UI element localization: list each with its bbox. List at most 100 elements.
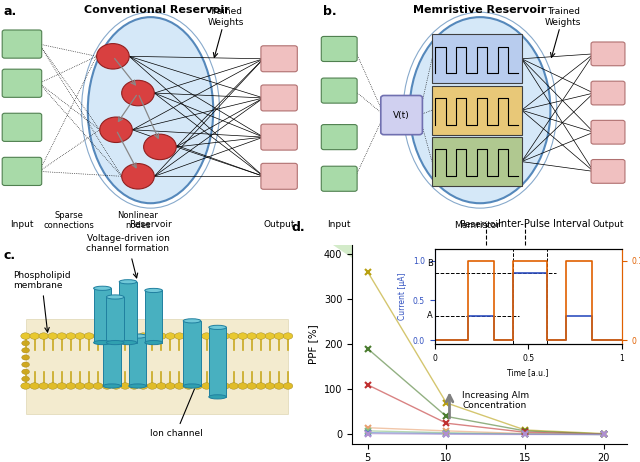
Bar (432, 85, 522, 135)
FancyBboxPatch shape (381, 96, 422, 135)
Text: d.: d. (291, 221, 305, 234)
FancyBboxPatch shape (591, 120, 625, 144)
Ellipse shape (410, 17, 550, 203)
Circle shape (30, 333, 40, 339)
Circle shape (202, 333, 211, 339)
Circle shape (175, 383, 184, 389)
Ellipse shape (103, 334, 121, 338)
Circle shape (22, 376, 29, 382)
Bar (119, 282, 137, 343)
Circle shape (75, 383, 84, 389)
FancyBboxPatch shape (321, 166, 357, 191)
Text: Nonlinear
nodes: Nonlinear nodes (118, 211, 159, 230)
Text: Increasing Alm
Concentration: Increasing Alm Concentration (462, 391, 529, 410)
Circle shape (265, 383, 275, 389)
Circle shape (22, 340, 29, 346)
Text: Voltage-driven ion
channel formation: Voltage-driven ion channel formation (86, 234, 170, 278)
Bar (432, 137, 522, 186)
Ellipse shape (119, 280, 137, 284)
FancyBboxPatch shape (261, 124, 298, 150)
Circle shape (157, 333, 166, 339)
Circle shape (111, 383, 121, 389)
Circle shape (256, 333, 266, 339)
Circle shape (220, 333, 230, 339)
Circle shape (22, 348, 29, 353)
Ellipse shape (119, 340, 137, 345)
Text: Phospholipid
membrane: Phospholipid membrane (13, 271, 70, 332)
Ellipse shape (106, 340, 124, 345)
Circle shape (138, 383, 148, 389)
Circle shape (57, 383, 67, 389)
Circle shape (111, 333, 121, 339)
FancyBboxPatch shape (321, 125, 357, 150)
Circle shape (211, 383, 220, 389)
Circle shape (100, 117, 132, 142)
Ellipse shape (145, 288, 163, 292)
Text: Input: Input (10, 220, 34, 229)
Circle shape (122, 164, 154, 189)
FancyBboxPatch shape (591, 159, 625, 183)
Text: a.: a. (3, 5, 17, 18)
Ellipse shape (145, 340, 163, 345)
Circle shape (22, 334, 29, 339)
Circle shape (229, 383, 239, 389)
Circle shape (102, 333, 112, 339)
Circle shape (93, 383, 103, 389)
Circle shape (220, 383, 230, 389)
Bar (129, 336, 147, 386)
Text: Reservoir: Reservoir (129, 220, 172, 229)
Ellipse shape (129, 384, 147, 388)
Circle shape (193, 333, 202, 339)
FancyBboxPatch shape (2, 30, 42, 58)
Circle shape (48, 383, 58, 389)
Text: c.: c. (3, 249, 15, 262)
Ellipse shape (209, 395, 227, 399)
Ellipse shape (93, 286, 111, 291)
Bar (432, 34, 522, 83)
Text: Inter-Pulse Interval: Inter-Pulse Interval (499, 219, 591, 229)
Circle shape (20, 333, 31, 339)
Circle shape (211, 333, 220, 339)
Ellipse shape (88, 17, 213, 203)
Circle shape (57, 333, 67, 339)
Bar (209, 328, 227, 397)
Circle shape (175, 333, 184, 339)
Ellipse shape (183, 384, 201, 388)
FancyBboxPatch shape (2, 158, 42, 185)
Circle shape (22, 355, 29, 360)
Ellipse shape (93, 340, 111, 345)
FancyBboxPatch shape (2, 113, 42, 141)
Circle shape (193, 383, 202, 389)
Circle shape (274, 333, 284, 339)
Bar (183, 321, 201, 386)
Circle shape (122, 80, 154, 106)
Circle shape (184, 333, 193, 339)
Circle shape (30, 383, 40, 389)
Circle shape (22, 369, 29, 374)
Bar (26, 319, 288, 414)
Bar (145, 291, 163, 343)
Y-axis label: PPF [%]: PPF [%] (308, 324, 318, 364)
FancyBboxPatch shape (591, 42, 625, 66)
Circle shape (265, 333, 275, 339)
FancyBboxPatch shape (261, 85, 298, 111)
Circle shape (256, 383, 266, 389)
Text: Input: Input (328, 220, 351, 229)
Circle shape (39, 333, 49, 339)
Circle shape (48, 333, 58, 339)
Ellipse shape (129, 334, 147, 338)
Circle shape (75, 333, 84, 339)
Circle shape (129, 333, 139, 339)
Text: Trained
Weights: Trained Weights (545, 7, 581, 27)
FancyBboxPatch shape (2, 69, 42, 97)
Circle shape (247, 383, 257, 389)
Text: Sparse
connections: Sparse connections (44, 211, 95, 230)
Text: ⋮: ⋮ (16, 114, 28, 127)
Bar (93, 288, 111, 343)
Circle shape (229, 333, 239, 339)
Circle shape (120, 333, 130, 339)
Circle shape (157, 383, 166, 389)
Text: Reservoir: Reservoir (459, 220, 501, 229)
Circle shape (129, 383, 139, 389)
Circle shape (102, 383, 112, 389)
